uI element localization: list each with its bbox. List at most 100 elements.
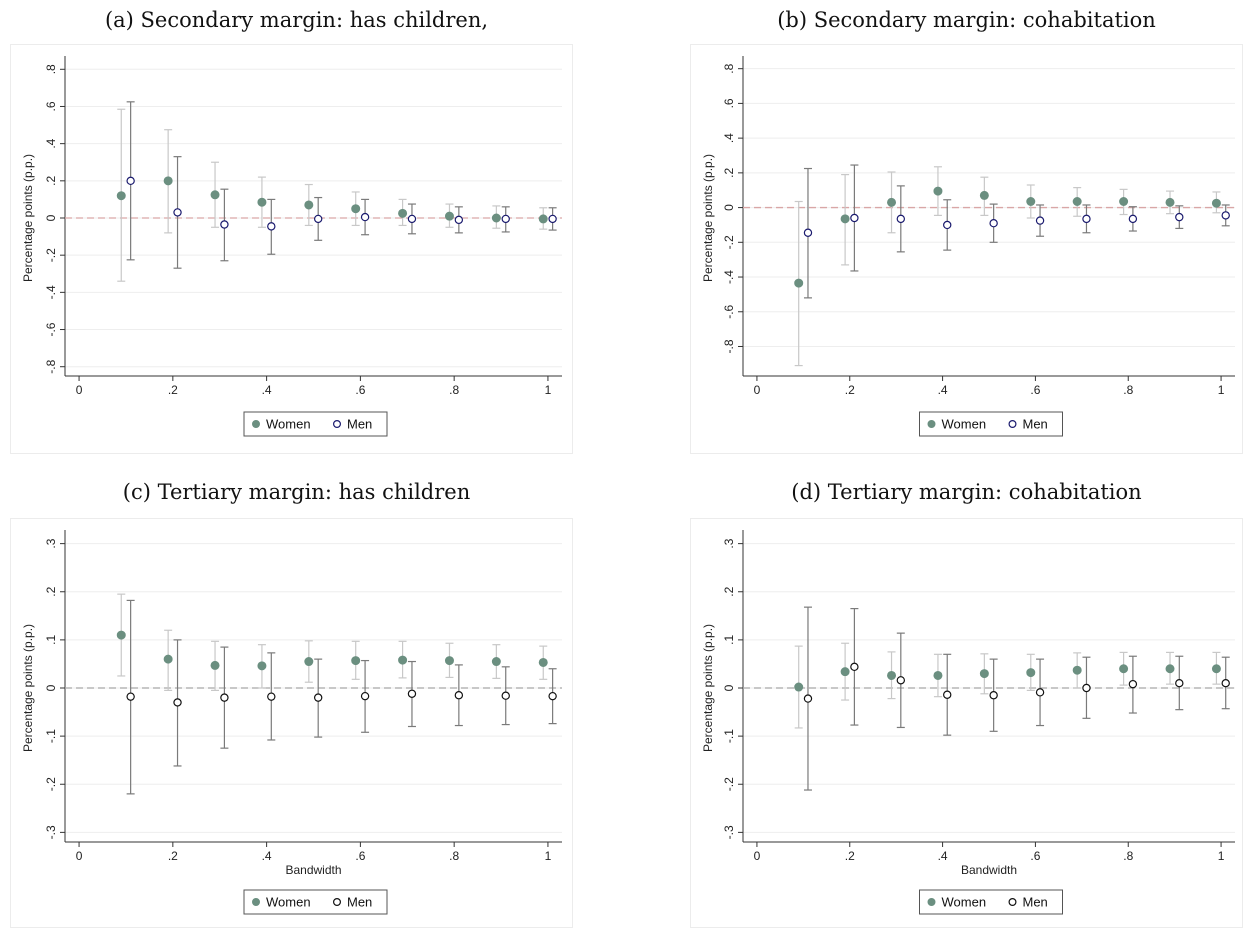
data-point-men (943, 220, 952, 230)
data-point-men (850, 213, 859, 223)
y-tick-label: -.6 (722, 304, 736, 318)
y-tick-label: .2 (722, 586, 736, 596)
data-point-women (979, 669, 989, 679)
y-tick-label: .3 (722, 538, 736, 548)
y-tick-label: -.4 (44, 285, 58, 299)
y-tick-label: 0 (44, 684, 58, 691)
legend-marker-men (333, 898, 342, 907)
data-point-men (267, 692, 276, 701)
y-tick-label: .1 (44, 635, 58, 645)
y-tick-label: -.6 (44, 322, 58, 336)
legend-marker-women (927, 420, 936, 428)
x-tick-label: 1 (545, 383, 552, 397)
chart-title-a: (a) Secondary margin: has children, (104, 8, 489, 32)
chart-title-b: (b) Secondary margin: cohabitation (777, 8, 1156, 32)
legend-label-women: Women (266, 895, 311, 910)
data-point-men (313, 214, 323, 224)
data-point-women (163, 654, 173, 664)
data-point-women (840, 214, 850, 224)
data-point-men (1221, 211, 1230, 220)
data-point-women (116, 191, 126, 201)
x-tick-label: 1 (545, 849, 552, 863)
chart-c: .3 .2 .1 0 -.1 -.2 -.3 0 .2 .4 .6 .8 1 Percentage poi… (10, 518, 573, 928)
y-tick-label: .4 (722, 133, 736, 143)
legend-marker-women (927, 898, 936, 906)
data-point-women (538, 657, 548, 667)
x-tick-label: .8 (1123, 383, 1133, 397)
data-point-men (850, 662, 859, 672)
chart-frame (10, 44, 573, 454)
data-point-men (1082, 214, 1091, 224)
y-axis-label: Percentage points (p.p.) (701, 154, 715, 282)
data-point-women (116, 630, 126, 640)
y-tick-label: .3 (44, 538, 58, 548)
y-tick-label: .8 (722, 63, 736, 73)
data-point-men (1082, 683, 1091, 693)
x-tick-label: 0 (76, 383, 83, 397)
data-point-women (1211, 198, 1221, 208)
y-tick-label: .6 (722, 98, 736, 108)
y-tick-label: -.8 (44, 359, 58, 373)
data-point-men (943, 690, 952, 699)
data-point-women (210, 190, 220, 200)
data-point-men (313, 693, 323, 702)
data-point-men (360, 691, 370, 701)
legend-box (919, 889, 1063, 915)
data-point-men (360, 212, 370, 222)
data-point-women (304, 200, 314, 210)
data-point-men (126, 176, 135, 186)
x-tick-label: 1 (1218, 849, 1225, 863)
data-point-women (491, 657, 501, 667)
data-point-women (933, 186, 943, 196)
x-axis-label: Bandwidth (961, 863, 1017, 877)
y-tick-label: -.4 (722, 270, 736, 284)
y-tick-label: -.8 (722, 339, 736, 353)
data-point-men (548, 691, 557, 701)
data-point-men (454, 215, 464, 225)
data-point-women (1165, 664, 1175, 674)
x-axis-label: Bandwidth (285, 863, 341, 877)
data-point-women (351, 656, 361, 666)
x-tick-label: .4 (262, 383, 272, 397)
data-point-women (398, 655, 408, 665)
data-point-women (351, 204, 361, 214)
x-tick-label: 1 (1218, 383, 1225, 397)
data-point-women (257, 197, 267, 207)
data-point-women (1211, 664, 1221, 674)
data-point-women (1119, 664, 1129, 674)
legend-marker-men (333, 420, 342, 429)
legend-box (243, 889, 388, 915)
y-tick-label: -.1 (44, 729, 58, 743)
data-point-women (1072, 197, 1082, 207)
x-tick-label: .2 (845, 849, 855, 863)
y-tick-label: 0 (44, 214, 58, 221)
legend-marker-women (252, 420, 260, 428)
data-point-women (257, 661, 267, 671)
legend-box (919, 411, 1063, 437)
y-tick-label: .1 (722, 635, 736, 645)
data-point-women (1072, 665, 1082, 675)
data-point-women (1026, 197, 1036, 207)
data-point-women (538, 214, 548, 224)
data-point-women (1026, 668, 1036, 678)
y-tick-label: 0 (722, 204, 736, 211)
data-point-women (304, 657, 314, 667)
data-point-men (1035, 216, 1045, 225)
data-point-men (548, 214, 557, 224)
data-point-women (444, 211, 454, 221)
legend-label-men: Men (347, 895, 372, 910)
data-point-men (1175, 678, 1184, 688)
data-point-women (794, 682, 804, 692)
chart-frame (10, 518, 573, 928)
data-point-men (220, 220, 229, 229)
x-tick-label: .2 (168, 383, 178, 397)
data-point-women (887, 670, 897, 680)
legend-box (243, 411, 388, 437)
legend-marker-women (252, 898, 260, 906)
data-point-men (896, 214, 906, 224)
y-tick-label: .8 (44, 64, 58, 74)
x-tick-label: .4 (938, 383, 948, 397)
data-point-women (398, 208, 408, 218)
data-point-women (1165, 197, 1175, 207)
data-point-women (794, 278, 804, 288)
